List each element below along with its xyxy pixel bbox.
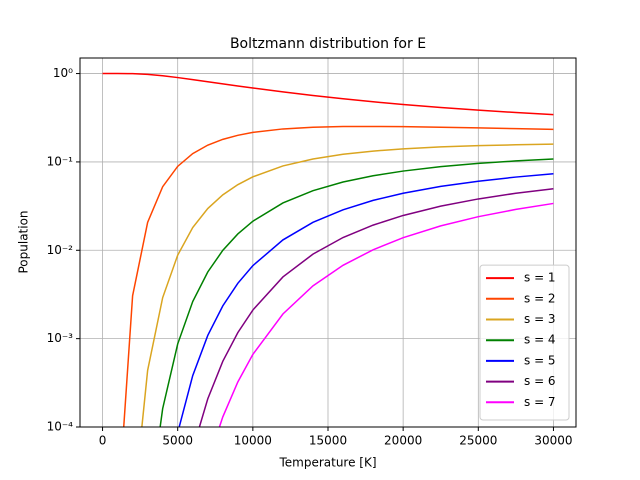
x-tick-label: 15000 xyxy=(309,434,347,448)
plot-area xyxy=(102,72,554,427)
y-axis-label: Population xyxy=(17,210,31,273)
legend: s = 1 s = 2 s = 3 s = 4 s = 5 s = 6 s = 7 xyxy=(479,264,570,421)
series-line xyxy=(102,72,554,116)
legend-label: s = 6 xyxy=(524,374,556,388)
series-line xyxy=(218,202,554,427)
ticks: 0 5000 10000 15000 20000 25000 30000 10⁻⁴ 10⁻³ 10… xyxy=(47,66,573,447)
x-tick-label: 25000 xyxy=(459,434,497,448)
x-tick-label: 30000 xyxy=(534,434,572,448)
y-tick-label: 10⁻¹ xyxy=(47,154,74,168)
series-line xyxy=(122,125,554,427)
y-tick-label: 10⁻² xyxy=(47,243,74,257)
y-tick-label: 10⁰ xyxy=(53,66,73,80)
series-line xyxy=(178,173,554,427)
y-tick-label: 10⁻⁴ xyxy=(47,420,74,434)
chart-title: Boltzmann distribution for E xyxy=(230,36,426,52)
x-tick-label: 10000 xyxy=(234,434,272,448)
legend-label: s = 2 xyxy=(524,291,556,305)
series-line xyxy=(198,188,554,427)
legend-label: s = 3 xyxy=(524,312,556,326)
x-tick-label: 20000 xyxy=(384,434,422,448)
series-line xyxy=(159,158,554,427)
legend-label: s = 5 xyxy=(524,353,556,367)
series-line xyxy=(141,143,554,427)
legend-label: s = 4 xyxy=(524,333,556,347)
x-axis-label: Temperature [K] xyxy=(278,456,376,470)
x-tick-label: 5000 xyxy=(162,434,193,448)
x-tick-label: 0 xyxy=(99,434,107,448)
legend-label: s = 1 xyxy=(524,271,556,285)
legend-label: s = 7 xyxy=(524,395,556,409)
y-tick-label: 10⁻³ xyxy=(47,331,74,345)
